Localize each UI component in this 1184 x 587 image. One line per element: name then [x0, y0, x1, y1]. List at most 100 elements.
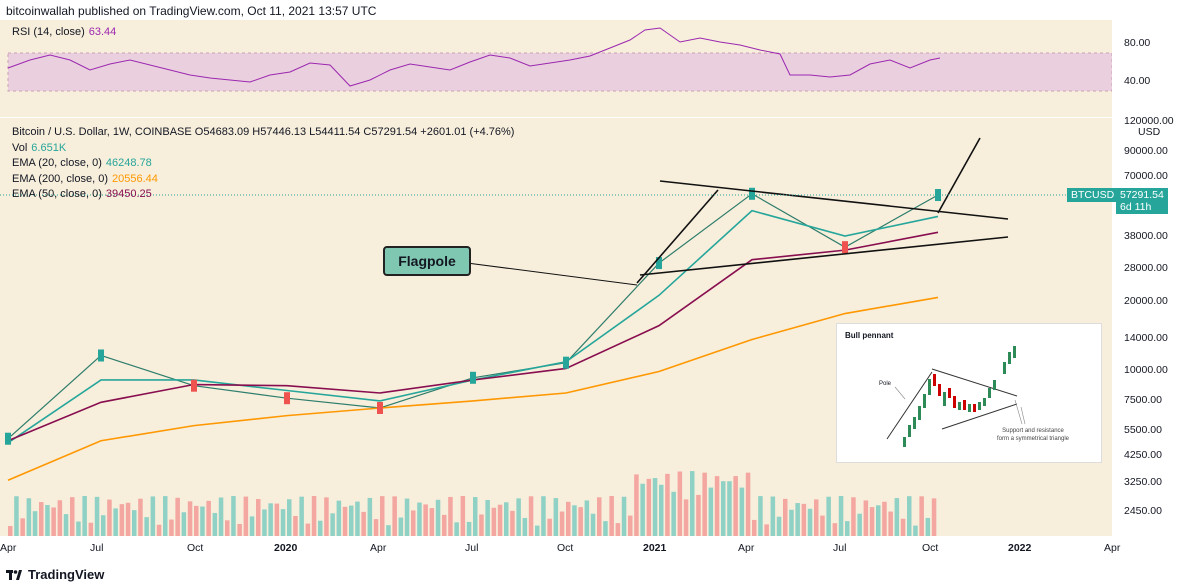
volume-bar — [572, 505, 577, 536]
volume-bar — [349, 505, 354, 536]
rsi-label: RSI (14, close) — [12, 26, 85, 38]
volume-bar — [559, 511, 565, 536]
inset-candle — [958, 402, 961, 410]
tradingview-footer[interactable]: TradingView — [6, 567, 104, 582]
price-chart — [0, 137, 1112, 536]
volume-bar — [516, 498, 521, 536]
price-tick-2450: 2450.00 — [1124, 505, 1162, 517]
price-tick-70000: 70000.00 — [1124, 170, 1168, 182]
volume-bar — [138, 498, 143, 536]
volume-bar — [367, 497, 373, 536]
volume-bar — [423, 504, 428, 536]
volume-bar — [535, 525, 540, 536]
volume-bar — [783, 498, 788, 536]
volume-bar — [522, 517, 528, 536]
volume-bar — [888, 511, 893, 536]
pennant-support-line — [639, 236, 1009, 276]
volume-bar — [287, 499, 292, 536]
volume-bar — [659, 484, 664, 536]
x-tick-oct-2019: Oct — [187, 542, 204, 554]
volume-bar — [566, 501, 571, 536]
volume-bar — [857, 513, 862, 536]
callout-pointer-line — [466, 262, 638, 286]
volume-bar — [845, 521, 850, 536]
volume-bar — [578, 507, 583, 536]
volume-bar — [373, 519, 379, 536]
price-point — [5, 432, 11, 445]
volume-bar — [448, 496, 453, 536]
inset-candle — [978, 402, 981, 410]
volume-bar — [336, 500, 342, 536]
pennant-resistance-line — [659, 180, 1009, 220]
volume-bar — [721, 481, 726, 536]
volume-bar — [63, 514, 69, 536]
inset-candle — [968, 404, 971, 412]
volume-bar — [900, 518, 906, 536]
x-tick-apr-2019: Apr — [0, 542, 17, 554]
price-tick-38000: 38000.00 — [1124, 230, 1168, 242]
inset-candle — [973, 404, 976, 412]
currency-label: USD — [1138, 126, 1161, 138]
main-legend: Bitcoin / U.S. Dollar, 1W, COINBASE O546… — [12, 125, 514, 203]
volume-bar — [82, 496, 87, 536]
price-point — [749, 187, 755, 200]
volume-bar — [504, 502, 509, 536]
volume-bar — [876, 505, 881, 536]
inset-candle — [908, 425, 911, 437]
volume-bar — [311, 496, 317, 536]
inset-candle — [903, 437, 906, 447]
inset-support-line — [941, 403, 1018, 430]
volume-bar — [330, 513, 335, 536]
volume-bar — [429, 508, 435, 536]
symbol-tag: BTCUSD — [1067, 188, 1119, 202]
volume-bar — [125, 502, 131, 536]
volume-bar — [14, 496, 19, 536]
ema200-label: EMA (200, close, 0) — [12, 172, 108, 185]
rsi-line — [7, 27, 941, 87]
volume-bar — [231, 496, 236, 536]
volume-bar — [442, 514, 447, 536]
volume-bar — [690, 471, 695, 536]
bar-countdown: 6d 11h — [1120, 201, 1152, 213]
volume-bar — [913, 525, 918, 536]
vol-label: Vol — [12, 141, 28, 154]
inset-note-line2: form a symmetrical triangle — [997, 436, 1070, 442]
inset-candle — [948, 388, 951, 398]
volume-bar — [256, 499, 261, 536]
volume-bar — [677, 471, 683, 536]
bull-pennant-inset: Bull pennant Pole Support and resistance… — [836, 323, 1102, 463]
volume-bar — [57, 500, 63, 536]
inset-candle — [1003, 362, 1006, 374]
volume-bar — [807, 508, 813, 536]
volume-bar — [324, 497, 329, 536]
volume-bar — [615, 523, 621, 536]
volume-bar — [262, 509, 267, 536]
volume-bar — [187, 501, 193, 536]
volume-bar — [584, 500, 590, 536]
volume-bar — [745, 472, 751, 536]
volume-bar — [869, 507, 875, 536]
price-tick-120000: 120000.00 — [1124, 115, 1174, 127]
flagpole-label: Flagpole — [398, 253, 456, 269]
inset-candle — [983, 398, 986, 406]
x-tick-jul-2019: Jul — [90, 542, 104, 554]
inset-note-arrow-2 — [1020, 406, 1026, 425]
volume-bar — [305, 523, 311, 536]
inset-candle — [988, 388, 991, 398]
inset-note: Support and resistance form a symmetrica… — [997, 427, 1069, 443]
ema20-label: EMA (20, close, 0) — [12, 157, 102, 169]
inset-diagram — [886, 346, 1026, 447]
flagpole-callout: Flagpole — [383, 246, 471, 276]
volume-bar — [646, 478, 652, 536]
ema20-value: 46248.78 — [105, 157, 152, 169]
volume-bar — [634, 474, 639, 536]
price-tick-20000: 20000.00 — [1124, 295, 1168, 307]
inset-candle — [928, 379, 931, 395]
price-point — [98, 349, 104, 362]
volume-bar — [739, 487, 745, 536]
volume-bar — [758, 496, 763, 536]
volume-bar — [665, 473, 670, 536]
inset-candles — [903, 346, 1016, 447]
inset-candle — [918, 406, 921, 420]
volume-bar — [435, 499, 441, 536]
